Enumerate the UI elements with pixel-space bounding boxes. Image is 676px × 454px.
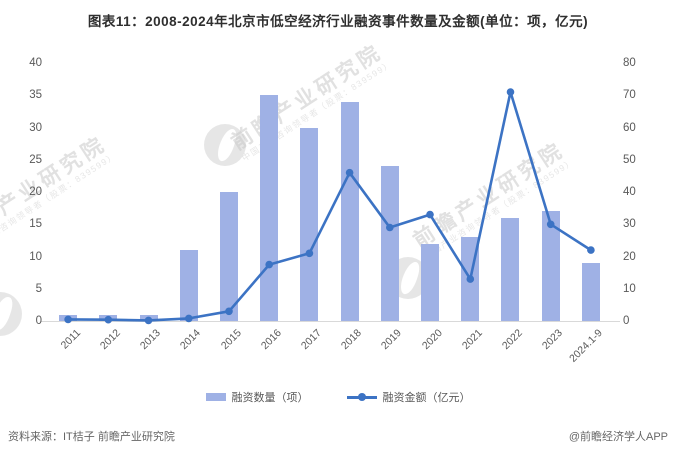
y-axis-tick-right: 30: [623, 218, 636, 231]
y-axis-tick-left: 25: [29, 153, 42, 166]
line-dot-swatch-icon: [346, 392, 377, 402]
x-axis-label: 2022: [499, 327, 525, 353]
legend-item-bar: 融资数量（项）: [205, 389, 309, 405]
bar-2014: [179, 250, 198, 321]
watermark-logo-icon: [0, 292, 22, 336]
y-axis-tick-left: 0: [35, 315, 42, 327]
x-axis-label: 2015: [218, 327, 244, 353]
data-point-2022: [506, 88, 515, 96]
x-axis-line: [40, 321, 620, 322]
y-axis-tick-left: 35: [29, 89, 42, 102]
x-axis-label: 2018: [339, 327, 365, 353]
legend-label-line: 融资金额（亿元）: [382, 392, 471, 404]
data-point-2020: [426, 210, 434, 219]
bar-2017: [300, 127, 319, 321]
x-axis-label: 2023: [540, 327, 566, 353]
bar-2024.1-9: [581, 262, 600, 321]
legend: 融资数量（项） 融资金额（亿元）: [0, 389, 676, 405]
bar-swatch-icon: [205, 393, 226, 401]
x-axis-label: 2012: [97, 327, 123, 353]
y-axis-tick-left: 10: [29, 250, 42, 263]
x-axis-label: 2021: [459, 327, 485, 353]
source-note: 资料来源：IT桔子 前瞻产业研究院: [8, 431, 175, 443]
y-axis-tick-right: 40: [623, 186, 636, 198]
bar-2021: [461, 237, 480, 321]
brand-note: @前瞻经济学人APP: [568, 431, 668, 443]
y-axis-tick-right: 70: [623, 89, 636, 102]
y-axis-tick-left: 30: [29, 121, 42, 134]
chart-title: 图表11：2008-2024年北京市低空经济行业融资事件数量及金额(单位：项，亿…: [87, 14, 589, 29]
watermark-logo-icon: [204, 124, 246, 166]
y-axis-tick-left: 40: [29, 57, 42, 69]
bar-2022: [501, 217, 520, 321]
y-axis-tick-right: 80: [623, 57, 636, 69]
bar-2020: [421, 243, 440, 321]
x-axis-label: 2020: [419, 327, 445, 353]
bar-2012: [99, 314, 118, 321]
x-axis-label: 2016: [258, 327, 284, 353]
y-axis-tick-right: 0: [623, 315, 630, 327]
bar-2016: [260, 95, 279, 321]
legend-label-bar: 融资数量（项）: [231, 392, 309, 404]
x-axis-label: 2019: [379, 327, 405, 353]
x-axis-label: 2011: [58, 327, 83, 352]
x-axis-label: 2014: [178, 327, 204, 353]
y-axis-tick-left: 15: [29, 218, 42, 231]
y-axis-tick-right: 60: [623, 121, 636, 134]
bar-2011: [59, 314, 78, 321]
y-axis-tick-right: 50: [623, 153, 636, 166]
bar-2019: [380, 166, 399, 321]
bar-2013: [139, 314, 158, 321]
bar-2015: [219, 192, 238, 321]
legend-item-line: 融资金额（亿元）: [346, 389, 471, 405]
y-axis-tick-right: 10: [623, 282, 636, 295]
x-axis-label: 2013: [138, 327, 164, 353]
x-axis-label: 2024.1-9: [567, 327, 606, 365]
y-axis-tick-left: 5: [35, 282, 42, 295]
bar-2023: [541, 211, 560, 321]
x-axis-label: 2017: [298, 327, 324, 353]
y-axis-tick-left: 20: [29, 186, 42, 198]
bar-2018: [340, 101, 359, 321]
y-axis-tick-right: 20: [623, 250, 636, 263]
data-point-2024.1-9: [587, 246, 595, 254]
